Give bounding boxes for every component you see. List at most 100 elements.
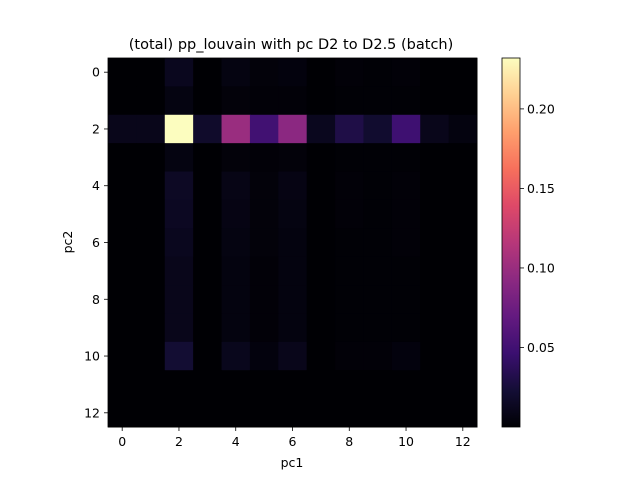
- heatmap-cell: [448, 143, 478, 173]
- heatmap-cell: [221, 86, 251, 116]
- heatmap-cell: [164, 341, 194, 371]
- heatmap-cell: [278, 398, 308, 428]
- heatmap-cell: [306, 370, 336, 400]
- heatmap-cell: [391, 114, 421, 144]
- heatmap-cell: [164, 285, 194, 314]
- heatmap-cell: [249, 285, 279, 314]
- heatmap-cell: [221, 370, 251, 400]
- heatmap-cell: [448, 171, 478, 201]
- heatmap-cell: [363, 86, 393, 116]
- y-tick-label: 8: [92, 292, 100, 307]
- heatmap-cell: [108, 313, 137, 343]
- heatmap-cell: [221, 171, 251, 201]
- heatmap-cell: [221, 398, 251, 428]
- heatmap-cell: [420, 143, 450, 173]
- y-tick-label: 12: [84, 405, 100, 420]
- heatmap-cell: [249, 370, 279, 400]
- heatmap-cell: [108, 341, 137, 371]
- heatmap-cell: [420, 341, 450, 371]
- heatmap-cell: [306, 256, 336, 286]
- heatmap-cell: [363, 58, 393, 87]
- heatmap-cell: [391, 86, 421, 116]
- heatmap-cell: [136, 114, 166, 144]
- heatmap-cell: [278, 58, 308, 87]
- heatmap-cell: [306, 143, 336, 173]
- heatmap-cell: [193, 58, 223, 87]
- heatmap-cell: [420, 256, 450, 286]
- heatmap-cell: [221, 341, 251, 371]
- y-tick-label: 10: [84, 349, 100, 364]
- heatmap-cell: [306, 398, 336, 428]
- y-tick-label: 2: [92, 121, 100, 136]
- heatmap-cell: [108, 228, 137, 258]
- heatmap-cell: [221, 313, 251, 343]
- heatmap-cell: [420, 370, 450, 400]
- heatmap-cell: [363, 199, 393, 229]
- heatmap-cell: [249, 143, 279, 173]
- heatmap-cell: [193, 86, 223, 116]
- y-axis-label: pc2: [60, 231, 75, 254]
- heatmap-cell: [448, 86, 478, 116]
- heatmap-cell: [391, 256, 421, 286]
- heatmap-cell: [420, 313, 450, 343]
- y-tick-label: 4: [92, 178, 100, 193]
- heatmap-cell: [335, 199, 364, 229]
- heatmap-cell: [164, 58, 194, 87]
- heatmap-cell: [136, 341, 166, 371]
- heatmap-cell: [249, 114, 279, 144]
- colorbar-axis: 0.05 0.10 0.15 0.20: [520, 101, 555, 355]
- heatmap-cell: [193, 114, 223, 144]
- heatmap-cell: [448, 370, 478, 400]
- heatmap-cell: [278, 341, 308, 371]
- heatmap-cell: [448, 341, 478, 371]
- heatmap-cell: [420, 228, 450, 258]
- x-tick-label: 6: [289, 434, 297, 449]
- x-axis: 0 2 4 6 8 10 12: [118, 427, 471, 449]
- heatmap-cell: [108, 171, 137, 201]
- heatmap-cell: [193, 143, 223, 173]
- chart-title: (total) pp_louvain with pc D2 to D2.5 (b…: [129, 37, 454, 53]
- heatmap-cell: [221, 114, 251, 144]
- heatmap-cell: [193, 341, 223, 371]
- heatmap-cell: [278, 228, 308, 258]
- heatmap-cell: [193, 171, 223, 201]
- heatmap-cell: [136, 58, 166, 87]
- heatmap-cell: [164, 86, 194, 116]
- heatmap-cell: [108, 114, 137, 144]
- heatmap-cell: [136, 228, 166, 258]
- heatmap-cell: [363, 114, 393, 144]
- heatmap-cell: [249, 199, 279, 229]
- heatmap-cell: [391, 341, 421, 371]
- x-tick-label: 10: [398, 434, 414, 449]
- heatmap-cell: [278, 171, 308, 201]
- x-tick-label: 4: [232, 434, 240, 449]
- heatmap-cell: [363, 398, 393, 428]
- heatmap-cell: [278, 86, 308, 116]
- heatmap-cell: [335, 341, 364, 371]
- heatmap-cell: [391, 58, 421, 87]
- heatmap-cell: [164, 256, 194, 286]
- heatmap-cell: [193, 256, 223, 286]
- heatmap-cell: [136, 256, 166, 286]
- y-tick-label: 6: [92, 235, 100, 250]
- colorbar-tick-label: 0.10: [527, 260, 555, 275]
- x-axis-label: pc1: [281, 455, 304, 470]
- heatmap-cell: [164, 228, 194, 258]
- heatmap-cell: [420, 58, 450, 87]
- heatmap-cell: [335, 370, 364, 400]
- heatmap-cell: [136, 86, 166, 116]
- heatmap-cell: [363, 341, 393, 371]
- heatmap-cell: [136, 171, 166, 201]
- heatmap-cell: [335, 285, 364, 314]
- heatmap-cell: [306, 58, 336, 87]
- heatmap-cell: [164, 370, 194, 400]
- heatmap-cell: [136, 143, 166, 173]
- heatmap-cell: [306, 171, 336, 201]
- heatmap-cell: [249, 171, 279, 201]
- y-tick-label: 0: [92, 65, 100, 80]
- heatmap-cell: [108, 143, 137, 173]
- heatmap-cell: [136, 398, 166, 428]
- heatmap-cell: [448, 58, 478, 87]
- heatmap-cell: [391, 171, 421, 201]
- heatmap-cell: [391, 228, 421, 258]
